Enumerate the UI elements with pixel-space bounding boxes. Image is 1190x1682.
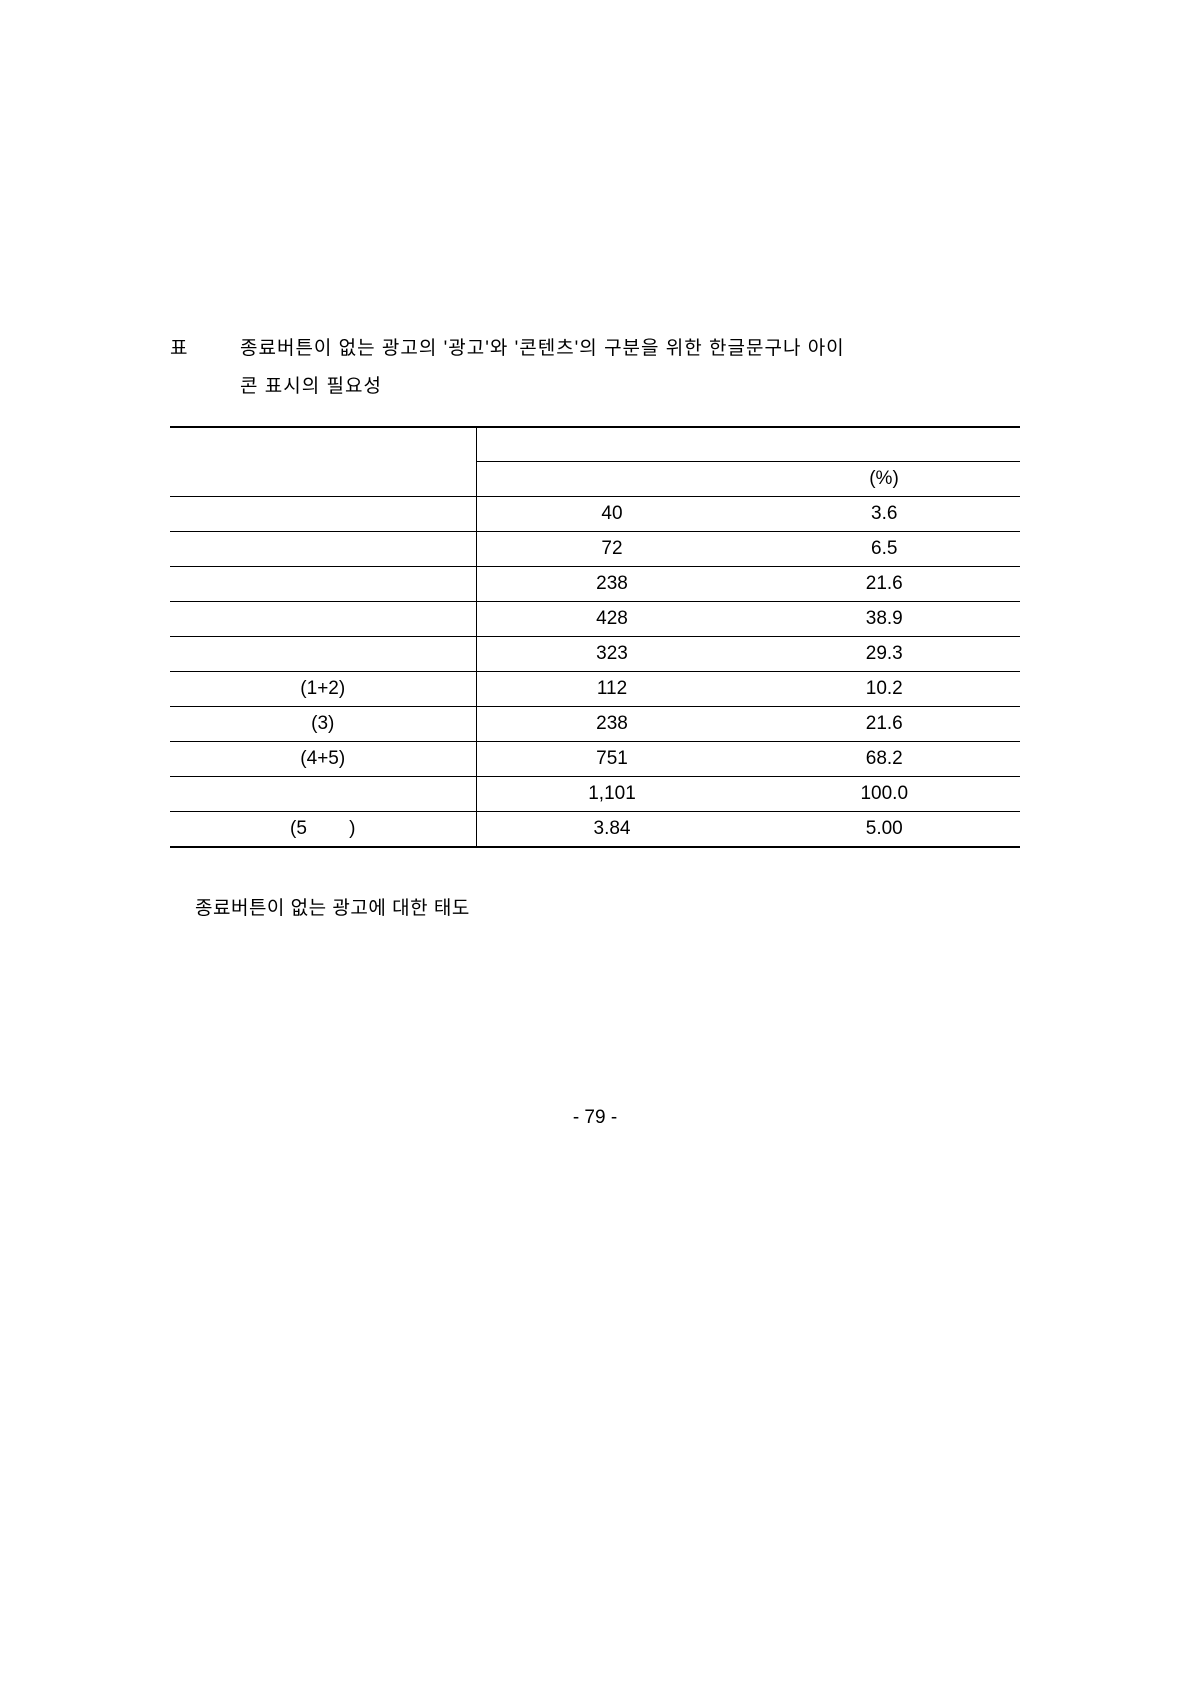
cell-pct: 68.2: [748, 741, 1020, 776]
page-number: - 79 -: [0, 1107, 1190, 1129]
table-row: (1+2) 112 10.2: [170, 671, 1020, 706]
cell-pct: 21.6: [748, 706, 1020, 741]
cell-pct: 100.0: [748, 776, 1020, 811]
data-table: (%) 40 3.6 72 6.5 238 21.6 428 38.9 323 …: [170, 426, 1020, 848]
cell-pct: 5.00: [748, 811, 1020, 847]
cell-freq: 112: [476, 671, 748, 706]
header-label-cell: [170, 427, 476, 496]
caption-label: 표: [170, 330, 240, 406]
header-pct-cell: (%): [748, 461, 1020, 496]
cell-pct: 38.9: [748, 601, 1020, 636]
cell-label: [170, 496, 476, 531]
table-header-row-1: [170, 427, 1020, 461]
table-row: 1,101 100.0: [170, 776, 1020, 811]
cell-freq: 3.84: [476, 811, 748, 847]
table-row: 40 3.6: [170, 496, 1020, 531]
cell-freq: 238: [476, 706, 748, 741]
cell-freq: 238: [476, 566, 748, 601]
cell-label: (1+2): [170, 671, 476, 706]
caption-line-1: 종료버튼이 없는 광고의 '광고'와 '콘텐츠'의 구분을 위한 한글문구나 아…: [240, 338, 845, 359]
cell-label: [170, 636, 476, 671]
table-row: 238 21.6: [170, 566, 1020, 601]
page-content: 표 종료버튼이 없는 광고의 '광고'와 '콘텐츠'의 구분을 위한 한글문구나…: [0, 0, 1190, 920]
cell-label: [170, 601, 476, 636]
table-row: (4+5) 751 68.2: [170, 741, 1020, 776]
cell-label: [170, 776, 476, 811]
cell-pct: 6.5: [748, 531, 1020, 566]
caption-text: 종료버튼이 없는 광고의 '광고'와 '콘텐츠'의 구분을 위한 한글문구나 아…: [240, 330, 1020, 406]
cell-freq: 72: [476, 531, 748, 566]
caption-line-2: 콘 표시의 필요성: [240, 376, 382, 397]
table-row: 323 29.3: [170, 636, 1020, 671]
cell-label: (4+5): [170, 741, 476, 776]
table-row: 72 6.5: [170, 531, 1020, 566]
cell-pct: 3.6: [748, 496, 1020, 531]
cell-pct: 21.6: [748, 566, 1020, 601]
header-span-cell: [476, 427, 1020, 461]
table-row: 428 38.9: [170, 601, 1020, 636]
table-caption: 표 종료버튼이 없는 광고의 '광고'와 '콘텐츠'의 구분을 위한 한글문구나…: [170, 330, 1020, 406]
table-row: (3) 238 21.6: [170, 706, 1020, 741]
section-heading: 종료버튼이 없는 광고에 대한 태도: [170, 893, 1020, 920]
cell-freq: 1,101: [476, 776, 748, 811]
cell-freq: 428: [476, 601, 748, 636]
table-row: (5 ) 3.84 5.00: [170, 811, 1020, 847]
header-freq-cell: [476, 461, 748, 496]
cell-freq: 40: [476, 496, 748, 531]
cell-freq: 751: [476, 741, 748, 776]
cell-pct: 10.2: [748, 671, 1020, 706]
cell-freq: 323: [476, 636, 748, 671]
cell-label: [170, 531, 476, 566]
cell-pct: 29.3: [748, 636, 1020, 671]
cell-label: (3): [170, 706, 476, 741]
cell-label: [170, 566, 476, 601]
cell-label: (5 ): [170, 811, 476, 847]
